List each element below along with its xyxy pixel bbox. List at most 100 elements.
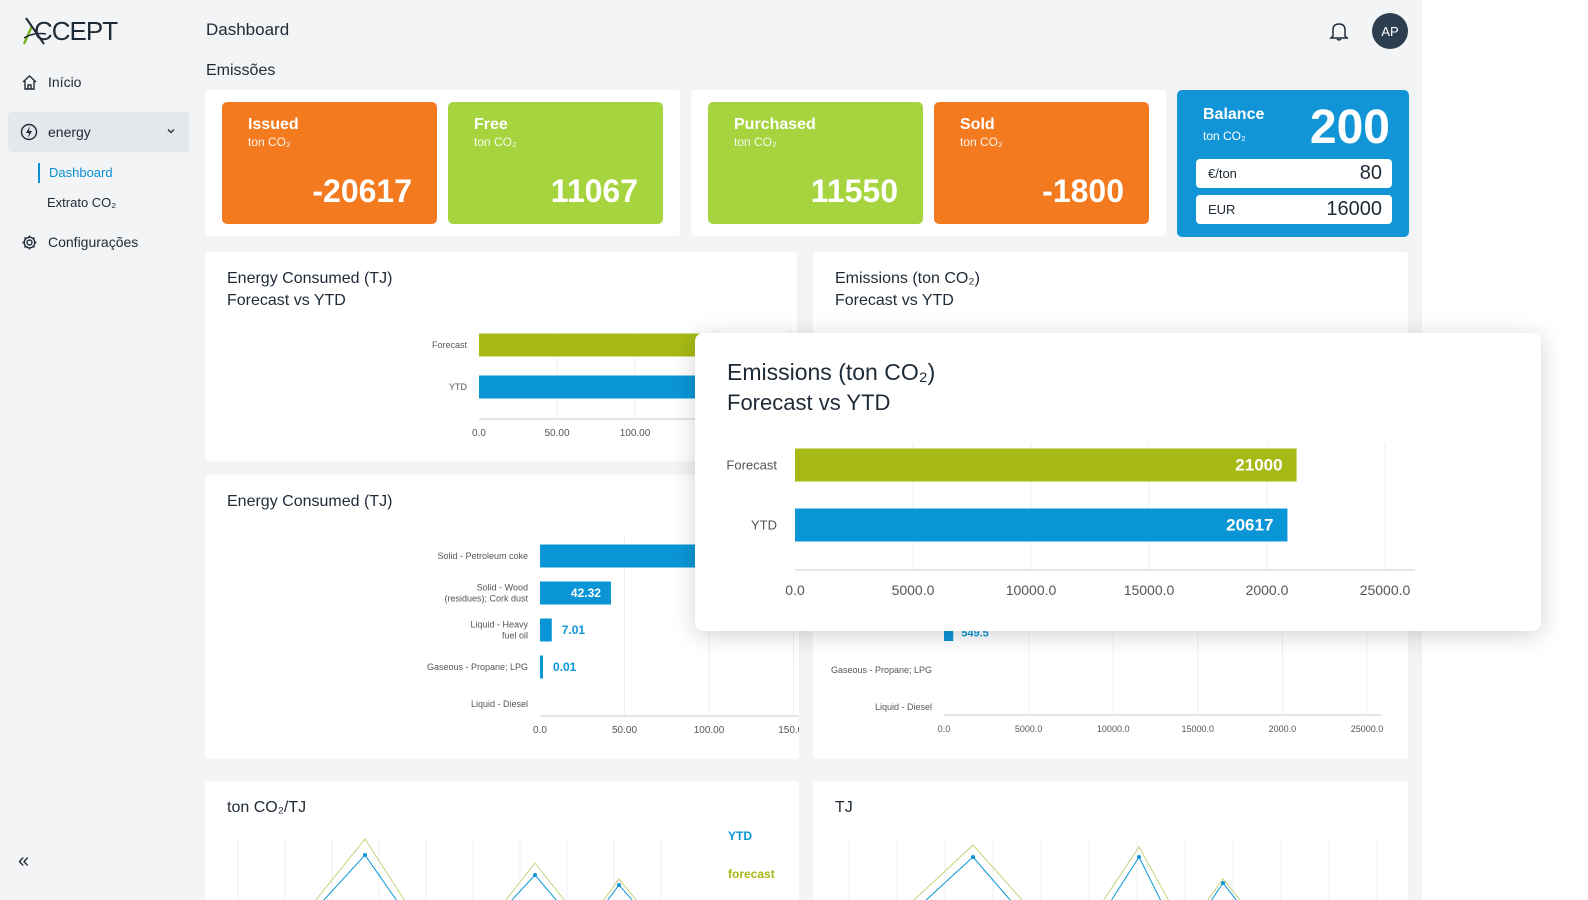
- price-field[interactable]: €/ton 80: [1196, 159, 1392, 188]
- y-category-label: YTD: [751, 517, 777, 532]
- bar: [795, 448, 1297, 482]
- forecast-line: [505, 862, 565, 900]
- sidebar-item-label: Configurações: [48, 234, 139, 250]
- kpi-group-trades: Purchased ton CO₂ 11550 Sold ton CO₂ -18…: [691, 90, 1166, 236]
- eur-value: 16000: [1326, 198, 1382, 220]
- y-category-label: Solid - Petroleum coke: [437, 551, 528, 561]
- sidebar-subitem-extrato[interactable]: Extrato CO₂: [47, 195, 117, 210]
- x-tick-label: 150.00: [778, 725, 799, 736]
- y-category-label: Gaseous - Propane; LPG: [427, 662, 528, 672]
- ytd-point: [971, 855, 975, 859]
- forecast-line: [913, 844, 1023, 900]
- sidebar-subitem-dashboard[interactable]: Dashboard: [38, 163, 113, 183]
- ytd-line: [607, 884, 633, 900]
- x-tick-label: 100.00: [694, 725, 725, 736]
- popup-subtitle: Forecast vs YTD: [727, 390, 891, 415]
- kpi-group-allowances: Issued ton CO₂ -20617 Free ton CO₂ 11067: [205, 90, 680, 236]
- card-tj: TJ: [813, 781, 1408, 900]
- bar: [540, 581, 611, 605]
- card-subtitle: Forecast vs YTD: [835, 292, 954, 309]
- x-tick-label: 10000.0: [1097, 724, 1130, 734]
- forecast-line: [315, 838, 405, 900]
- kpi-card-purchased: Purchased ton CO₂ 11550: [708, 102, 923, 224]
- kpi-unit: ton CO₂: [734, 135, 777, 149]
- sidebar: CCEPT Início energy Dashboard Extrato CO…: [0, 0, 196, 900]
- ytd-line: [925, 856, 1011, 900]
- x-tick-label: 0.0: [533, 725, 547, 736]
- price-value: 80: [1359, 162, 1382, 184]
- balance-title: Balance: [1203, 106, 1265, 123]
- x-tick-label: 25000.0: [1351, 724, 1384, 734]
- ytd-point: [617, 883, 621, 887]
- kpi-title: Sold: [960, 116, 995, 133]
- bar-value-label: 0.01: [553, 660, 577, 674]
- ytd-point: [533, 873, 537, 877]
- kpi-value: -1800: [1042, 173, 1124, 209]
- eur-label: EUR: [1208, 202, 1236, 217]
- balance-value: 200: [1309, 101, 1390, 154]
- forecast-line: [1207, 878, 1241, 900]
- y-category-label: Liquid - Heavy: [470, 620, 528, 630]
- kpi-title: Purchased: [734, 116, 816, 133]
- kpi-card-free: Free ton CO₂ 11067: [448, 102, 663, 224]
- x-tick-label: 2000.0: [1269, 724, 1297, 734]
- x-tick-label: 5000.0: [1015, 724, 1043, 734]
- tj-chart: [848, 839, 1378, 900]
- sidebar-item-inicio[interactable]: Início: [8, 62, 189, 102]
- sidebar-item-configuracoes[interactable]: Configurações: [8, 222, 189, 262]
- bar-value-label: 20617: [1226, 516, 1273, 535]
- y-category-label: Liquid - Diesel: [471, 699, 528, 709]
- card-title: Emissions (ton CO₂): [835, 270, 980, 287]
- balance-card: Balance ton CO₂ 200 €/ton 80 EUR 16000: [1177, 90, 1409, 237]
- kpi-value: 11550: [810, 173, 898, 209]
- y-category-label: YTD: [449, 382, 468, 392]
- y-category-label: Gaseous - Propane; LPG: [831, 665, 932, 675]
- y-category-label: fuel oil: [502, 631, 528, 641]
- y-category-label: Forecast: [432, 340, 468, 350]
- bar-value-label: 42.32: [571, 586, 601, 600]
- forecast-line: [1103, 846, 1170, 900]
- x-tick-label: 100.00: [620, 428, 651, 439]
- ytd-point: [363, 853, 367, 857]
- x-tick-label: 25000.0: [1360, 582, 1411, 598]
- balance-unit: ton CO₂: [1203, 129, 1246, 143]
- eur-field[interactable]: EUR 16000: [1196, 195, 1392, 224]
- avatar[interactable]: AP: [1372, 13, 1408, 49]
- kpi-value: 11067: [550, 173, 638, 209]
- legend-forecast[interactable]: forecast: [728, 867, 775, 881]
- forecast-line: [603, 878, 637, 900]
- energy-icon: [20, 123, 38, 141]
- bar: [795, 508, 1288, 542]
- x-tick-label: 5000.0: [892, 582, 935, 598]
- legend-ytd[interactable]: YTD: [728, 829, 752, 843]
- kpi-title: Issued: [248, 116, 299, 133]
- sidebar-item-energy[interactable]: energy: [8, 112, 189, 152]
- kpi-unit: ton CO₂: [248, 135, 291, 149]
- bar: [540, 655, 543, 679]
- bar-value-label: 21000: [1235, 456, 1282, 475]
- x-tick-label: 2000.0: [1246, 582, 1289, 598]
- ytd-point: [1137, 855, 1141, 859]
- card-title: Energy Consumed (TJ): [227, 270, 393, 287]
- x-tick-label: 15000.0: [1124, 582, 1175, 598]
- chevron-down-icon: [165, 124, 177, 140]
- logo-text: CCEPT: [34, 15, 118, 46]
- logo[interactable]: CCEPT: [22, 14, 118, 48]
- collapse-sidebar-button[interactable]: «: [18, 850, 30, 872]
- card-title: TJ: [835, 799, 853, 816]
- ytd-line: [511, 874, 557, 900]
- x-tick-label: 0.0: [938, 724, 951, 734]
- chart-popup[interactable]: Emissions (ton CO₂) Forecast vs YTD 0.0 5…: [695, 333, 1541, 631]
- bell-icon[interactable]: [1328, 20, 1350, 47]
- x-tick-label: 0.0: [472, 428, 486, 439]
- ytd-point: [1221, 881, 1225, 885]
- page-title: Dashboard: [206, 20, 290, 39]
- section-title: Emissões: [206, 62, 276, 79]
- card-title: ton CO₂/TJ: [227, 799, 307, 816]
- card-ratio: ton CO₂/TJ YTD forecast: [205, 781, 799, 900]
- x-tick-label: 50.00: [612, 725, 637, 736]
- kpi-unit: ton CO₂: [960, 135, 1003, 149]
- popup-title: Emissions (ton CO₂): [727, 359, 936, 385]
- gear-icon: [20, 233, 38, 251]
- x-tick-label: 50.00: [544, 428, 569, 439]
